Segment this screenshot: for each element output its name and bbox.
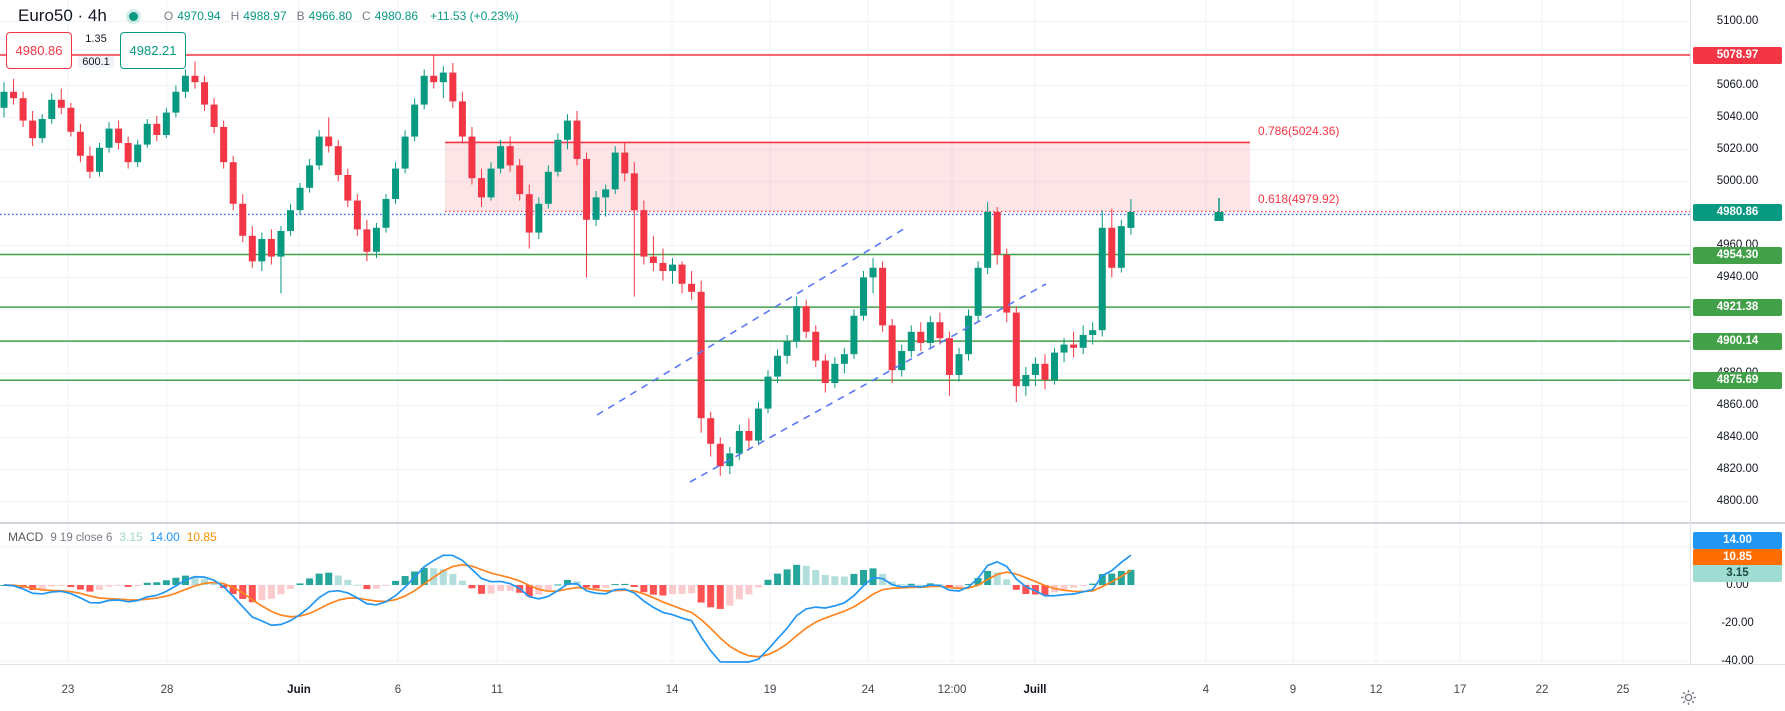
- time-label: Juill: [1023, 684, 1047, 696]
- time-label: 6: [394, 684, 402, 696]
- macd-tick: -20.00: [1721, 617, 1754, 629]
- macd-title[interactable]: MACD: [8, 530, 44, 544]
- macd-value-label: 14.00: [1693, 531, 1782, 549]
- time-label: 12:00: [937, 684, 967, 696]
- buy-ask-button[interactable]: 4982.21: [120, 32, 186, 69]
- macd-signal-value: 10.85: [186, 530, 217, 544]
- spread-block: 1.35 600.1: [72, 32, 120, 69]
- price-tick: 4940.00: [1716, 271, 1759, 283]
- macd-tick: 0.00: [1726, 579, 1749, 591]
- price-tick: 5100.00: [1716, 15, 1759, 27]
- market-status-dot: [128, 11, 138, 21]
- price-tick: 5040.00: [1716, 111, 1759, 123]
- close-label: C: [362, 9, 371, 23]
- price-tick: 4820.00: [1716, 463, 1759, 475]
- time-label: 24: [861, 684, 875, 696]
- time-label: 23: [61, 684, 75, 696]
- price-level-label: 4921.38: [1693, 298, 1782, 316]
- macd-hist-value: 3.15: [119, 530, 143, 544]
- time-label: 14: [665, 684, 679, 696]
- spread-value: 1.35: [85, 33, 107, 45]
- macd-tick: -40.00: [1721, 655, 1754, 667]
- price-tick: 4840.00: [1716, 431, 1759, 443]
- price-level-label: 4954.30: [1693, 246, 1782, 264]
- quote-widget: 4980.86 1.35 600.1 4982.21: [6, 32, 186, 69]
- fib-0618-label: 0.618(4979.92): [1258, 192, 1340, 206]
- price-level-label: 5078.97: [1693, 46, 1782, 64]
- time-label: 4: [1202, 684, 1210, 696]
- time-label: 17: [1453, 684, 1467, 696]
- price-tick: 5060.00: [1716, 79, 1759, 91]
- time-label: 22: [1535, 684, 1549, 696]
- sell-bid-button[interactable]: 4980.86: [6, 32, 72, 69]
- low-label: B: [296, 9, 305, 23]
- low-value: 4966.80: [308, 9, 353, 23]
- price-tick: 4860.00: [1716, 399, 1759, 411]
- price-tick: 4800.00: [1716, 495, 1759, 507]
- ohlc-readout: O 4970.94 H 4988.97 B 4966.80 C 4980.86 …: [164, 9, 519, 23]
- close-value: 4980.86: [374, 9, 419, 23]
- legend: Euro50 · 4h O 4970.94 H 4988.97 B 4966.8…: [18, 6, 519, 26]
- macd-value-label: 3.15: [1693, 564, 1782, 582]
- macd-header: MACD 9 19 close 6 3.15 14.00 10.85: [8, 530, 217, 544]
- time-label: 12: [1369, 684, 1383, 696]
- size-value: 600.1: [78, 56, 114, 68]
- symbol-title[interactable]: Euro50 · 4h: [18, 6, 107, 25]
- fib-0786-label: 0.786(5024.36): [1258, 124, 1340, 138]
- settings-gear-icon[interactable]: [1680, 689, 1697, 706]
- price-tick: 5020.00: [1716, 143, 1759, 155]
- time-label: Juin: [287, 684, 311, 696]
- high-label: H: [230, 9, 240, 23]
- time-label: 25: [1616, 684, 1630, 696]
- price-level-label: 4980.86: [1693, 203, 1782, 221]
- change-value: +11.53 (+0.23%): [430, 9, 519, 23]
- price-tick: 5000.00: [1716, 175, 1759, 187]
- macd-value-label: 10.85: [1693, 548, 1782, 566]
- time-label: 9: [1289, 684, 1297, 696]
- macd-params: 9 19 close 6: [50, 532, 113, 544]
- time-label: 11: [491, 684, 503, 696]
- high-value: 4988.97: [243, 9, 287, 23]
- time-label: 28: [160, 684, 174, 696]
- time-label: 19: [763, 684, 777, 696]
- open-label: O: [163, 9, 174, 23]
- macd-line-value: 14.00: [149, 530, 180, 544]
- price-level-label: 4900.14: [1693, 332, 1782, 350]
- open-value: 4970.94: [177, 9, 221, 23]
- price-level-label: 4875.69: [1693, 371, 1782, 389]
